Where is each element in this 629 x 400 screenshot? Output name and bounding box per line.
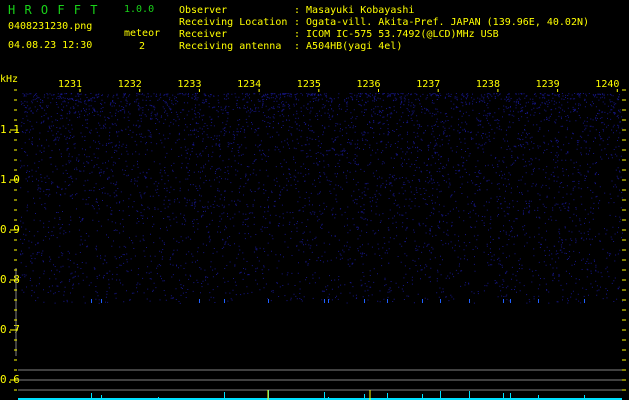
echo-dot (387, 299, 388, 303)
echo-dot (91, 299, 92, 303)
info-label-antenna: Receiving antenna (179, 41, 282, 52)
echo-bar (158, 397, 159, 400)
info-value-receiver: : ICOM IC-575 53.7492(@LCD)MHz USB (294, 29, 499, 40)
echo-bar (584, 395, 585, 400)
x-tick-label: 1240 (595, 79, 620, 90)
info-value-antenna: : A504HB(yagi 4el) (294, 41, 403, 52)
echo-dot (268, 299, 269, 303)
y-tick-label: 1.0 (0, 173, 20, 186)
echo-dot (440, 299, 441, 303)
echo-dot (364, 299, 365, 303)
echo-dot (422, 299, 423, 303)
info-label-observer: Observer (179, 5, 228, 16)
echo-bar (422, 394, 423, 400)
x-tick-label: 1233 (177, 79, 202, 90)
echo-dot (584, 299, 585, 303)
y-tick-label: 0.9 (0, 223, 20, 236)
echo-bar (510, 393, 511, 400)
x-tick-label: 1234 (237, 79, 262, 90)
info-label-location: Receiving Location (179, 17, 288, 28)
echo-bar (91, 393, 92, 400)
echo-bar (364, 394, 365, 400)
echo-bar (324, 392, 325, 400)
echo-bar (538, 395, 539, 400)
x-tick-label: 1231 (58, 79, 83, 90)
echo-dot (224, 299, 225, 303)
echo-dot (510, 299, 511, 303)
info-value-location: : Ogata-vill. Akita-Pref. JAPAN (139.96E… (294, 17, 590, 28)
y-tick-label: 1.1 (0, 123, 20, 136)
echo-bar (224, 392, 225, 400)
meteor-label: meteor (124, 28, 161, 39)
x-tick-label: 1232 (117, 79, 142, 90)
echo-strip (18, 398, 622, 400)
noise-field (20, 93, 623, 304)
echo-bar (503, 393, 504, 400)
echo-bar (440, 391, 441, 400)
info-label-receiver: Receiver (179, 29, 228, 40)
y-unit-label: kHz (0, 74, 19, 85)
filename: 0408231230.png (8, 21, 93, 32)
echo-dot (101, 299, 102, 303)
y-tick-label: 0.8 (0, 273, 20, 286)
meteor-count: 2 (139, 41, 146, 52)
app-version: 1.0.0 (124, 4, 155, 15)
echo-dot (199, 299, 200, 303)
echo-dot (328, 299, 329, 303)
echo-dot (503, 299, 504, 303)
echo-bar (469, 391, 470, 400)
app-title: H R O F F T (8, 3, 99, 17)
y-tick-label: 0.7 (0, 323, 20, 336)
echo-dot (324, 299, 325, 303)
y-tick-label: 0.6 (0, 373, 20, 386)
echo-dot (469, 299, 470, 303)
x-tick-label: 1235 (296, 79, 321, 90)
x-tick-label: 1237 (416, 79, 441, 90)
x-tick-label: 1236 (356, 79, 381, 90)
echo-dot (538, 299, 539, 303)
echo-bar (387, 393, 388, 400)
x-tick-label: 1238 (475, 79, 500, 90)
info-value-observer: : Masayuki Kobayashi (294, 5, 415, 16)
echo-bar (328, 397, 329, 400)
echo-bar (101, 395, 102, 400)
datetime: 04.08.23 12:30 (8, 40, 93, 51)
x-tick-label: 1239 (535, 79, 560, 90)
